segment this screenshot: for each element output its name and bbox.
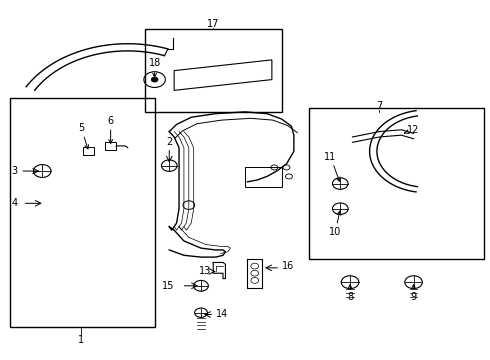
Text: 12: 12 [404, 125, 420, 135]
Text: 18: 18 [148, 58, 161, 77]
Text: 15: 15 [162, 281, 174, 291]
Bar [309, 108, 485, 259]
Bar [245, 167, 282, 187]
Bar [105, 142, 116, 150]
Bar [10, 98, 155, 327]
Bar [145, 30, 282, 112]
Text: 8: 8 [347, 285, 353, 302]
Text: 10: 10 [329, 211, 342, 237]
Text: 11: 11 [324, 152, 340, 181]
Circle shape [151, 77, 158, 82]
Text: 7: 7 [376, 102, 383, 112]
Text: 9: 9 [411, 285, 416, 302]
Text: 13: 13 [198, 266, 211, 276]
Text: 6: 6 [108, 116, 114, 143]
Text: 1: 1 [78, 334, 84, 345]
Text: 4: 4 [12, 198, 18, 208]
Text: 17: 17 [207, 19, 220, 29]
Bar [83, 147, 94, 155]
Text: 14: 14 [216, 310, 228, 319]
Text: 16: 16 [282, 261, 294, 271]
Text: 2: 2 [166, 138, 172, 147]
Text: 3: 3 [12, 166, 18, 176]
Text: 5: 5 [78, 123, 89, 149]
